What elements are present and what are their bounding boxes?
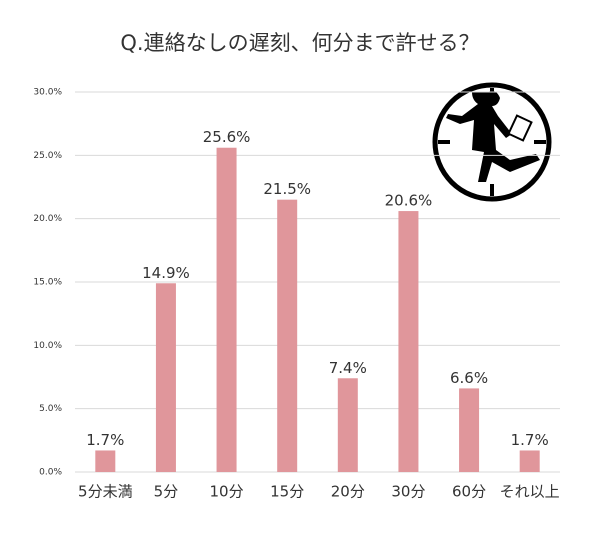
bar <box>337 378 358 472</box>
value-label: 20.6% <box>385 192 433 210</box>
y-tick-label: 0.0% <box>39 468 62 478</box>
y-tick-label: 20.0% <box>33 214 62 224</box>
y-tick-label: 15.0% <box>33 278 62 288</box>
x-tick-label: 30分 <box>391 483 425 501</box>
clock-illustration <box>432 82 552 202</box>
value-label: 1.7% <box>86 431 124 449</box>
bar <box>155 283 176 472</box>
value-label: 6.6% <box>450 369 488 387</box>
bar <box>519 450 540 472</box>
chart-title: Q.連絡なしの遅刻、何分まで許せる？ <box>120 31 479 55</box>
y-tick-label: 5.0% <box>39 404 62 414</box>
x-tick-label: 5分 <box>154 483 179 501</box>
value-label: 1.7% <box>511 431 549 449</box>
y-tick-label: 25.0% <box>33 151 62 161</box>
bar <box>398 211 419 473</box>
value-label: 7.4% <box>329 359 367 377</box>
x-tick-label: 10分 <box>210 483 244 501</box>
x-tick-label: 15分 <box>270 483 304 501</box>
y-tick-label: 30.0% <box>33 88 62 98</box>
x-tick-label: 5分未満 <box>78 483 133 501</box>
y-tick-label: 10.0% <box>33 341 62 351</box>
bar <box>95 450 116 472</box>
x-tick-label: 60分 <box>452 483 486 501</box>
value-label: 25.6% <box>203 128 251 146</box>
bar <box>459 388 480 472</box>
x-tick-label: それ以上 <box>500 483 560 501</box>
value-label: 14.9% <box>142 264 190 282</box>
bar <box>277 199 298 472</box>
value-label: 21.5% <box>263 180 311 198</box>
x-tick-label: 20分 <box>331 483 365 501</box>
bar <box>216 147 237 472</box>
